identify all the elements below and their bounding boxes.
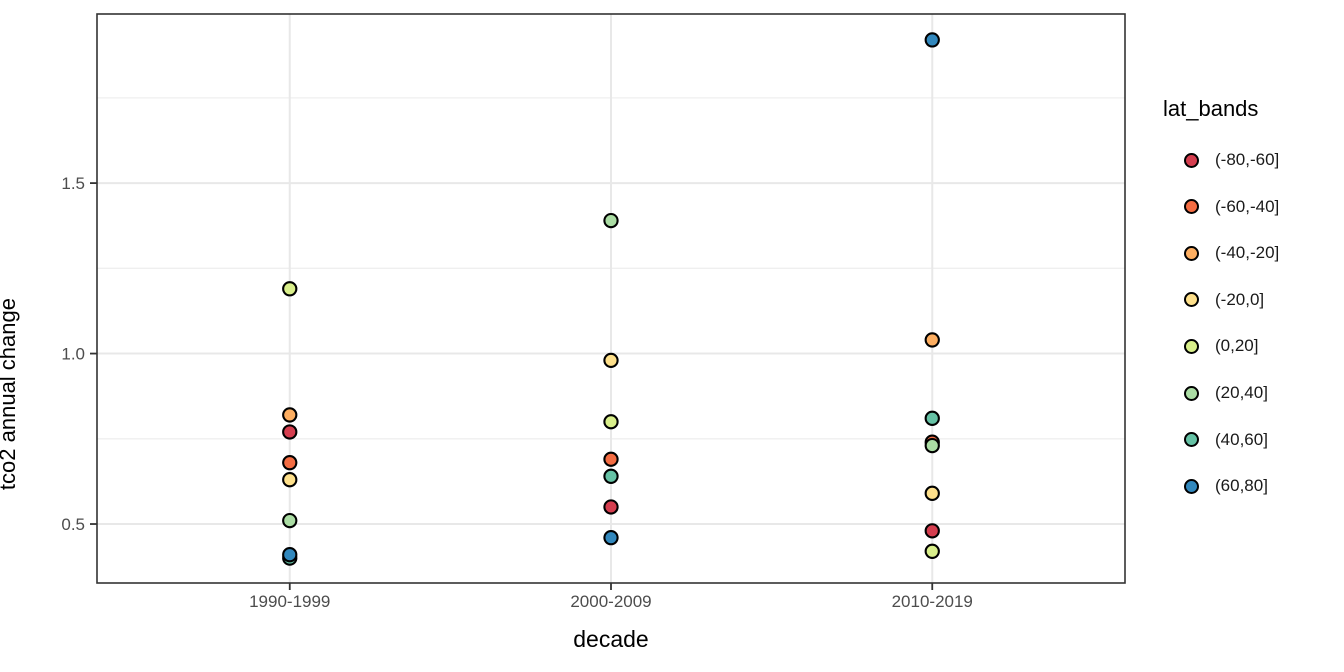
legend-swatch-icon [1184, 199, 1199, 215]
data-point [282, 472, 298, 488]
data-point [603, 352, 619, 369]
y-tick-label: 0.5 [61, 515, 85, 534]
data-point [603, 414, 619, 430]
legend-swatch-icon [1184, 432, 1199, 448]
data-point [924, 332, 940, 348]
legend-item-label: (-40,-20] [1215, 243, 1280, 263]
x-tick-label: 1990-1999 [249, 592, 330, 611]
legend-swatch-icon [1184, 152, 1199, 168]
data-point [924, 485, 940, 501]
legend-item-label: (0,20] [1215, 336, 1259, 356]
legend-item-label: (20,40] [1215, 383, 1268, 402]
legend-swatch-icon [1184, 338, 1199, 354]
legend-item: (-40,-20] [1184, 243, 1279, 263]
legend-item-label: (-80,-60] [1215, 150, 1280, 169]
data-point [924, 543, 940, 559]
x-tick-label: 2010-2019 [892, 592, 973, 611]
legend-swatch-icon [1184, 245, 1199, 261]
legend-item: (-80,-60] [1184, 150, 1279, 170]
legend-item: (40,60] [1184, 430, 1268, 450]
legend-item-label: (60,80] [1215, 476, 1268, 496]
data-point [282, 424, 298, 440]
legend-item-label: (40,60] [1215, 429, 1268, 449]
legend-swatch-icon [1184, 292, 1199, 308]
legend-swatch-icon [1184, 478, 1199, 494]
legend-item: (-20,0] [1184, 290, 1264, 310]
legend-item-label: (-20,0] [1215, 289, 1265, 309]
legend-item: (-60,-40] [1184, 197, 1279, 217]
data-point [282, 455, 298, 471]
legend-swatch-icon [1184, 385, 1199, 401]
legend-item-label: (-60,-40] [1215, 196, 1280, 216]
data-point [924, 523, 940, 539]
data-point [924, 32, 940, 48]
data-point [924, 410, 940, 426]
y-tick-label: 1.0 [61, 345, 85, 364]
data-point [282, 281, 298, 297]
data-point [282, 407, 298, 423]
data-point [603, 212, 619, 229]
y-axis-title-text: tco2 annual change [0, 298, 20, 491]
legend-item: (20,40] [1184, 383, 1268, 403]
legend-item: (0,20] [1184, 336, 1258, 356]
data-point [603, 468, 619, 484]
x-axis-title: decade [573, 626, 649, 652]
x-tick-label: 2000-2009 [570, 592, 651, 611]
data-point [603, 499, 619, 515]
y-tick-label: 1.5 [61, 174, 85, 193]
data-point [603, 530, 619, 546]
data-point [282, 512, 298, 529]
data-point [282, 547, 298, 563]
legend-title: lat_bands [1163, 96, 1259, 121]
data-point [603, 451, 619, 467]
data-point [924, 437, 940, 454]
legend-item: (60,80] [1184, 476, 1268, 496]
